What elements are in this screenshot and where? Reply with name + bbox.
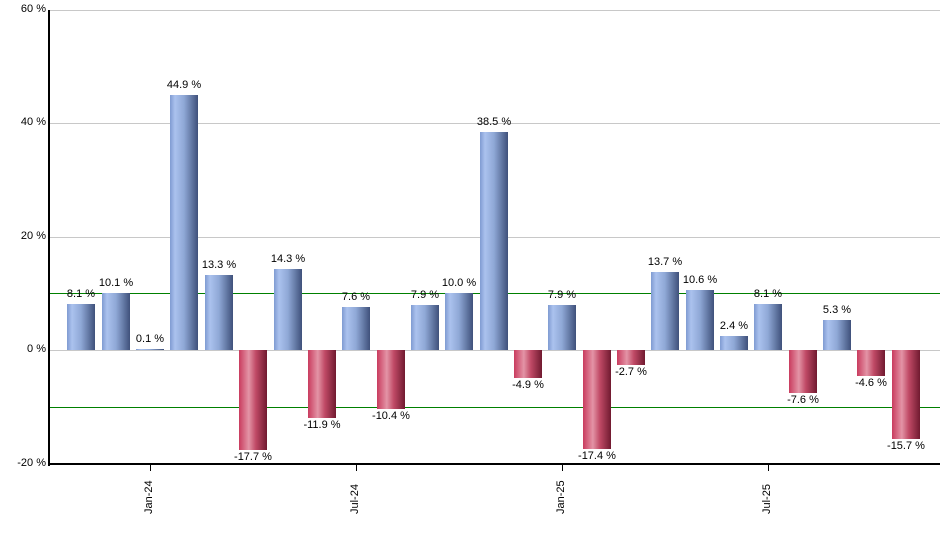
x-axis-label: Jul-25 <box>761 484 773 514</box>
bar-positive <box>686 290 714 350</box>
bar-positive <box>205 275 233 350</box>
bar-positive <box>480 132 508 350</box>
bar-value-label: 13.3 % <box>201 259 237 271</box>
bar-positive <box>720 336 748 350</box>
bar-positive <box>342 307 370 350</box>
gridline-40 <box>50 123 940 124</box>
y-axis-line <box>48 10 50 466</box>
bar-value-label: 10.1 % <box>98 277 134 289</box>
bar-negative <box>514 350 542 378</box>
y-axis-label: -20 % <box>17 457 46 469</box>
y-axis-label: 60 % <box>20 3 46 15</box>
bar-value-label: 5.3 % <box>822 304 852 316</box>
bar-value-label: -15.7 % <box>887 440 925 452</box>
x-axis-tick <box>150 465 151 471</box>
bar-value-label: 38.5 % <box>476 116 512 128</box>
bar-value-label: 13.7 % <box>647 256 683 268</box>
bar-positive <box>445 293 473 350</box>
x-axis-label: Jul-24 <box>349 484 361 514</box>
x-axis-tick <box>356 465 357 471</box>
x-axis-line <box>48 463 940 465</box>
bar-value-label: 44.9 % <box>166 79 202 91</box>
bar-negative <box>892 350 920 439</box>
bar-negative <box>377 350 405 409</box>
bar-positive <box>102 293 130 350</box>
bar-value-label: 2.4 % <box>719 320 749 332</box>
bar-positive <box>823 320 851 350</box>
bar-value-label: 10.0 % <box>441 277 477 289</box>
bar-value-label: -4.6 % <box>855 377 887 389</box>
bar-positive <box>411 305 439 350</box>
bar-negative <box>308 350 336 418</box>
y-axis-label: 0 % <box>27 343 46 355</box>
bar-value-label: -4.9 % <box>512 379 544 391</box>
bar-value-label: 0.1 % <box>135 333 165 345</box>
bar-negative <box>789 350 817 393</box>
bar-positive <box>274 269 302 350</box>
x-axis-label: Jan-25 <box>555 480 567 514</box>
x-axis-tick <box>562 465 563 471</box>
x-axis-label: Jan-24 <box>143 480 155 514</box>
bar-negative <box>617 350 645 365</box>
y-axis-label: 20 % <box>20 230 46 242</box>
x-axis-tick <box>768 465 769 471</box>
bar-positive <box>651 272 679 350</box>
bar-value-label: -10.4 % <box>372 410 410 422</box>
bar-value-label: 7.6 % <box>341 291 371 303</box>
bar-value-label: 14.3 % <box>270 253 306 265</box>
bar-positive <box>548 305 576 350</box>
bar-value-label: -2.7 % <box>615 366 647 378</box>
bar-positive <box>754 304 782 350</box>
bar-negative <box>857 350 885 376</box>
bar-positive <box>136 349 164 350</box>
bar-value-label: -17.7 % <box>234 451 272 463</box>
bar-positive <box>170 95 198 350</box>
bar-value-label: -17.4 % <box>578 450 616 462</box>
bar-value-label: 7.9 % <box>547 289 577 301</box>
bar-value-label: 7.9 % <box>410 289 440 301</box>
gridline-0 <box>50 350 940 351</box>
bar-value-label: 8.1 % <box>753 288 783 300</box>
bar-negative <box>239 350 267 450</box>
threshold-line--10 <box>50 407 940 408</box>
gridline-60 <box>50 10 940 11</box>
bar-value-label: -11.9 % <box>303 419 341 431</box>
bar-value-label: 10.6 % <box>682 274 718 286</box>
y-axis-label: 40 % <box>20 116 46 128</box>
bar-value-label: -7.6 % <box>787 394 819 406</box>
bar-value-label: 8.1 % <box>66 288 96 300</box>
bar-negative <box>583 350 611 449</box>
bar-positive <box>67 304 95 350</box>
